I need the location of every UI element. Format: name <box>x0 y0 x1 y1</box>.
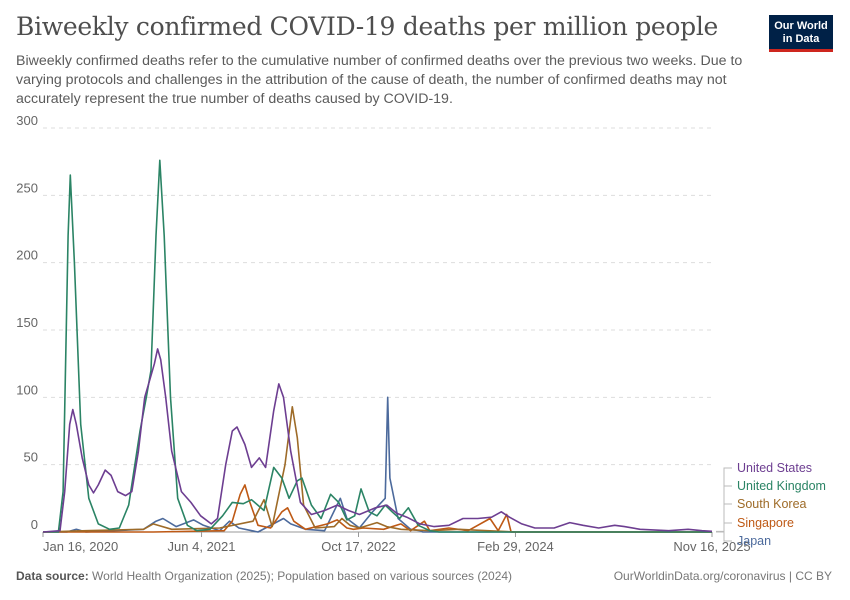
x-tick-label: Nov 16, 2025 <box>673 539 750 554</box>
legend: United States United Kingdom South Korea Si… <box>716 461 826 548</box>
legend-connector <box>716 522 732 533</box>
y-gridlines <box>43 127 712 533</box>
y-tick-label: 200 <box>16 248 38 263</box>
y-tick-label: 300 <box>16 113 38 128</box>
legend-label-united-kingdom: United Kingdom <box>737 479 826 493</box>
data-source-label: Data source: <box>16 569 89 583</box>
chart-subtitle: Biweekly confirmed deaths refer to the c… <box>16 53 743 107</box>
data-source: Data source: World Health Organization (… <box>16 569 512 583</box>
legend-label-united-states: United States <box>737 461 812 475</box>
series-line-south-korea <box>42 406 712 533</box>
x-tick-label: Oct 17, 2022 <box>321 539 395 554</box>
series-line-united-kingdom <box>43 159 712 533</box>
logo-accent-bar <box>769 49 833 52</box>
owid-logo[interactable]: Our World in Data <box>769 15 833 52</box>
y-tick-label: 250 <box>16 180 38 195</box>
legend-label-south-korea: South Korea <box>737 497 807 511</box>
x-axis-ticks: Jan 16, 2020 Jun 4, 2021 Oct 17, 2022 Feb 2… <box>42 532 751 554</box>
series-line-japan <box>43 396 712 533</box>
y-tick-label: 0 <box>31 517 38 532</box>
series-line-singapore <box>43 484 712 533</box>
y-tick-label: 50 <box>24 450 38 465</box>
footer-link[interactable]: OurWorldinData.org/coronavirus | CC BY <box>613 569 832 583</box>
series-line-united-states <box>42 348 713 533</box>
chart-title: Biweekly confirmed COVID-19 deaths per m… <box>16 12 719 41</box>
x-tick-label: Feb 29, 2024 <box>477 539 554 554</box>
x-tick-label: Jun 4, 2021 <box>168 539 236 554</box>
logo-line-1: Our World <box>774 20 828 32</box>
logo-line-2: in Data <box>782 32 820 45</box>
data-source-text: World Health Organization (2025); Popula… <box>88 569 513 583</box>
y-tick-label: 100 <box>16 382 38 397</box>
legend-label-singapore: Singapore <box>737 516 794 530</box>
x-tick-label: Jan 16, 2020 <box>43 539 118 554</box>
legend-connector <box>716 531 732 542</box>
y-tick-label: 150 <box>16 315 38 330</box>
legend-label-japan: Japan <box>737 534 771 548</box>
y-axis-ticks: 0 50 100 150 200 250 300 <box>16 113 38 532</box>
series-lines <box>42 159 713 533</box>
